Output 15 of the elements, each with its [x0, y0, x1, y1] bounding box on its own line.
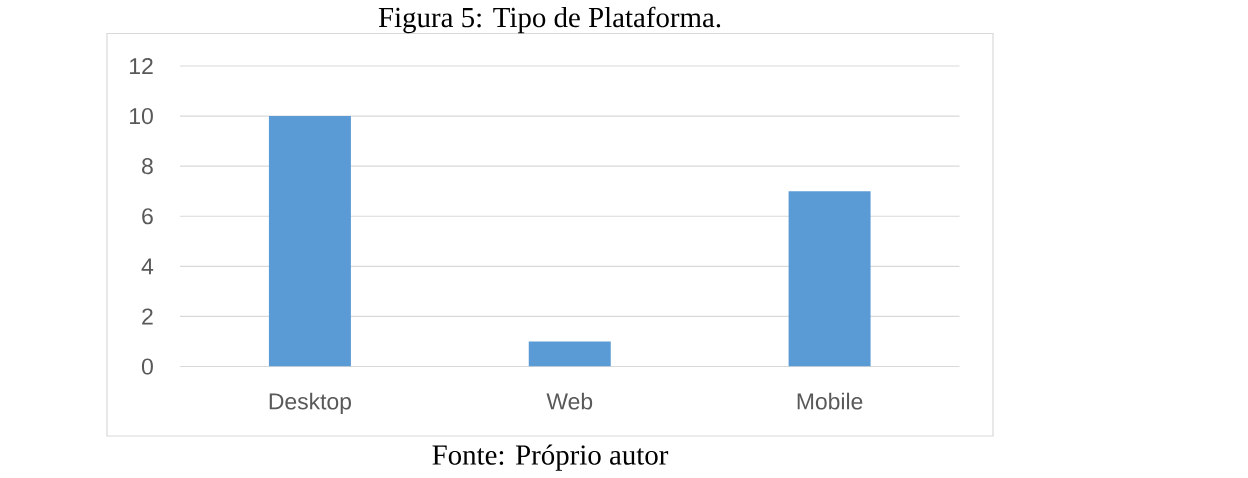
y-tick-label: 4 [141, 258, 154, 275]
chart-title: Figura 5: Tipo de Plataforma. [378, 6, 721, 34]
y-tick-label: 6 [142, 208, 153, 225]
y-tick-label: 2 [142, 308, 153, 325]
x-tick-label: Web [546, 392, 593, 410]
y-tick-label: 10 [130, 107, 153, 125]
x-tick-label: Desktop [269, 392, 351, 415]
x-tick-label: Mobile [797, 392, 863, 410]
source-note: Fonte: Próprio autor [432, 444, 669, 471]
bar [788, 191, 871, 367]
y-tick-label: 0 [141, 358, 153, 375]
y-tick-label: 12 [130, 58, 153, 74]
bar [528, 341, 611, 367]
bar [268, 116, 351, 367]
y-tick-label: 8 [142, 158, 153, 175]
